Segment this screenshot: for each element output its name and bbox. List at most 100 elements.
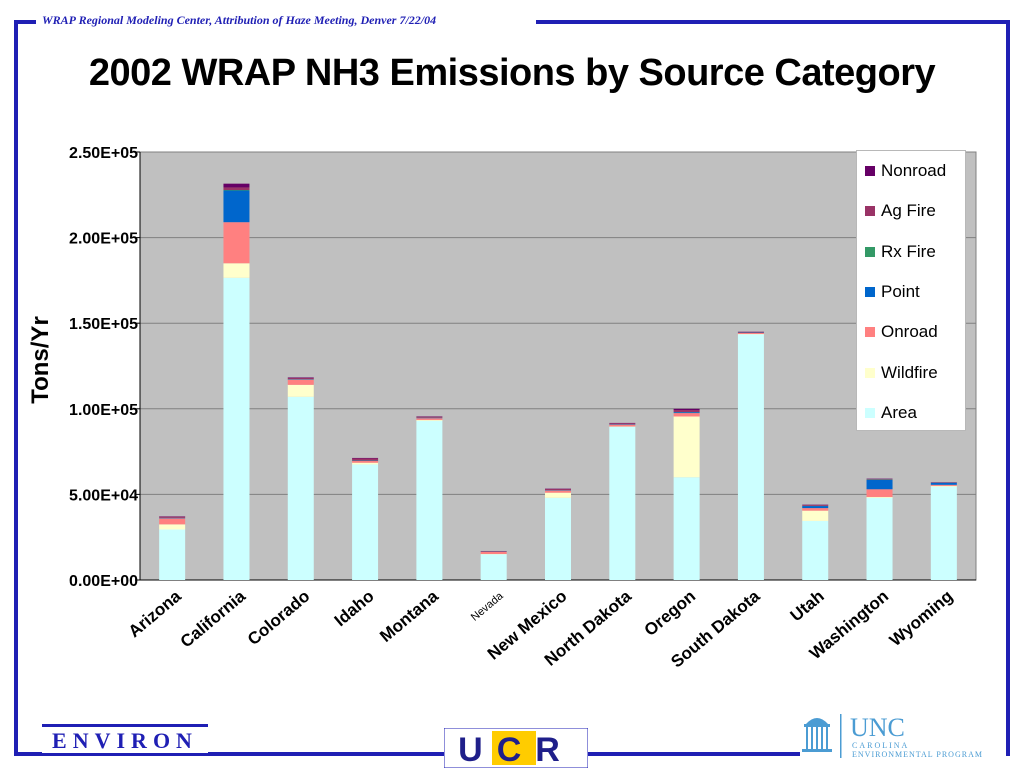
legend-label: Wildfire (881, 362, 938, 382)
bar-segment (159, 524, 186, 530)
environ-logo: ENVIRON (42, 724, 208, 756)
legend-item: Point (865, 281, 920, 303)
bar-segment (737, 331, 764, 333)
frame-bottom-left (14, 752, 42, 756)
stacked-bar-chart: 0.00E+00 5.00E+04 1.00E+05 1.50E+05 2.00E+05… (27, 145, 977, 671)
x-tick-label: Montana (376, 586, 442, 646)
legend-label: Onroad (881, 322, 938, 342)
legend-swatch (865, 206, 875, 217)
bar-segment (673, 413, 700, 417)
x-tick-label: Arizona (125, 586, 185, 641)
bar-segment (287, 379, 314, 385)
bar-segment (287, 377, 314, 380)
bar-segment (673, 408, 700, 410)
bar-segment (352, 462, 379, 465)
bar-segment (673, 416, 700, 478)
legend-label: Area (881, 402, 917, 422)
frame-top-right (536, 20, 1010, 24)
y-tick-label: 1.00E+05 (69, 402, 138, 419)
legend-label: Ag Fire (881, 201, 936, 221)
bar-segment (480, 554, 507, 580)
frame-bottom-mid (208, 752, 444, 756)
y-tick-label: 2.00E+05 (69, 231, 138, 248)
bar-segment (802, 520, 829, 580)
bar-segment (416, 416, 443, 418)
bar-segment (223, 263, 250, 278)
bar-segment (223, 183, 250, 188)
bar-segment (609, 424, 636, 427)
bar-segment (866, 478, 893, 480)
bar-segment (866, 497, 893, 580)
bar-segment (223, 277, 250, 580)
bar-segment (609, 423, 636, 425)
legend-swatch (865, 407, 875, 418)
bar-segment (416, 418, 443, 420)
bar-segment (866, 496, 893, 498)
bar-segment (545, 489, 571, 491)
bar-segment (159, 529, 186, 580)
legend-item: Rx Fire (865, 241, 936, 263)
bar-segment (609, 426, 636, 580)
bar-segment (416, 420, 443, 580)
frame-top-left (14, 20, 36, 24)
legend-item: Onroad (865, 321, 938, 343)
bar-segment (223, 222, 250, 264)
bar-segment (545, 490, 571, 493)
legend-item: Nonroad (865, 160, 946, 182)
bar-segment (287, 396, 314, 580)
bar-segment (802, 508, 829, 511)
frame-bottom-right (588, 752, 800, 756)
bar-segment (930, 484, 957, 486)
legend-item: Ag Fire (865, 200, 936, 222)
legend-label: Rx Fire (881, 241, 936, 261)
legend-label: Nonroad (881, 161, 947, 180)
unc-logo-sub1: CAROLINA (852, 741, 909, 750)
legend-swatch (865, 246, 875, 257)
bar-segment (930, 486, 957, 580)
frame-left (14, 20, 18, 756)
x-tick-label: Wyoming (886, 587, 957, 651)
bar-segment (930, 485, 957, 487)
ucr-logo-text: UCR (458, 731, 574, 768)
y-axis-label: Tons/Yr (27, 316, 54, 404)
bar-segment (673, 412, 700, 414)
header-text: WRAP Regional Modeling Center, Attributi… (42, 13, 437, 27)
bar-segment (545, 492, 571, 498)
bar-segment (545, 497, 571, 580)
y-tick-label: 5.00E+04 (69, 487, 138, 504)
bar-segment (352, 457, 379, 459)
bar-segment (802, 510, 829, 521)
bar-segment (802, 506, 829, 509)
bar-segment (287, 377, 314, 378)
y-tick-label: 0.00E+00 (69, 573, 138, 590)
x-tick-label: Oregon (641, 587, 700, 640)
bar-segment (223, 187, 250, 191)
y-tick-label: 2.50E+05 (69, 145, 138, 162)
bar-segment (737, 332, 764, 334)
bar-segment (352, 461, 379, 463)
bar-segment (352, 464, 379, 580)
unc-logo: UNC CAROLINA ENVIRONMENTAL PROGRAM (802, 713, 982, 759)
legend-swatch (865, 166, 875, 176)
legend-swatch (865, 327, 875, 338)
legend-item: Wildfire (865, 362, 938, 384)
bar-segment (480, 551, 507, 554)
unc-logo-text: UNC (850, 713, 905, 742)
bar-segment (930, 482, 957, 485)
x-tick-label: Colorado (244, 587, 313, 650)
slide-title: 2002 WRAP NH3 Emissions by Source Catego… (88, 52, 936, 94)
bar-segment (866, 489, 893, 497)
x-tick-label: California (177, 586, 250, 651)
bar-segment (673, 409, 700, 413)
bar-segment (223, 190, 250, 191)
bar-segment (159, 516, 186, 518)
bar-segment (287, 384, 314, 397)
legend-swatch (865, 367, 875, 378)
x-tick-label: Utah (787, 587, 828, 626)
bar-segment (737, 334, 764, 580)
y-tick-label: 1.50E+05 (69, 316, 138, 333)
bar-segment (802, 505, 829, 506)
legend-label: Point (881, 281, 920, 301)
legend-item: Area (865, 402, 917, 424)
environ-logo-text: ENVIRON (52, 728, 198, 753)
